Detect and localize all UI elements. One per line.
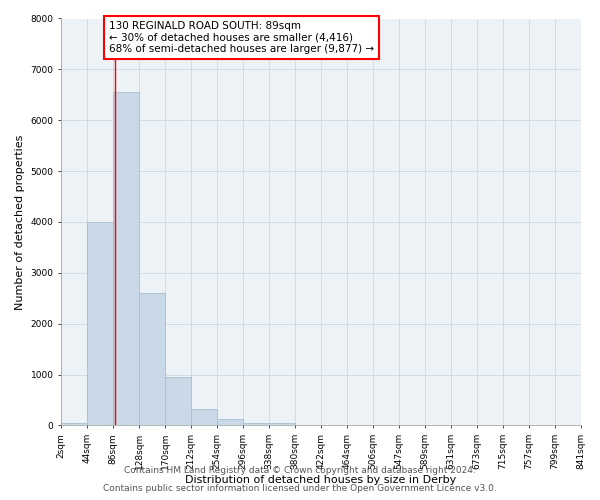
- Bar: [165, 377, 191, 426]
- Bar: [191, 408, 217, 426]
- Bar: [87, 222, 113, 426]
- Bar: [217, 419, 243, 426]
- Bar: [243, 423, 269, 426]
- X-axis label: Distribution of detached houses by size in Derby: Distribution of detached houses by size …: [185, 475, 457, 485]
- Text: 130 REGINALD ROAD SOUTH: 89sqm
← 30% of detached houses are smaller (4,416)
68% : 130 REGINALD ROAD SOUTH: 89sqm ← 30% of …: [109, 21, 374, 54]
- Text: Contains public sector information licensed under the Open Government Licence v3: Contains public sector information licen…: [103, 484, 497, 493]
- Bar: [139, 293, 165, 426]
- Bar: [113, 92, 139, 425]
- Text: Contains HM Land Registry data © Crown copyright and database right 2024.: Contains HM Land Registry data © Crown c…: [124, 466, 476, 475]
- Y-axis label: Number of detached properties: Number of detached properties: [15, 134, 25, 310]
- Bar: [61, 423, 87, 426]
- Bar: [269, 423, 295, 426]
